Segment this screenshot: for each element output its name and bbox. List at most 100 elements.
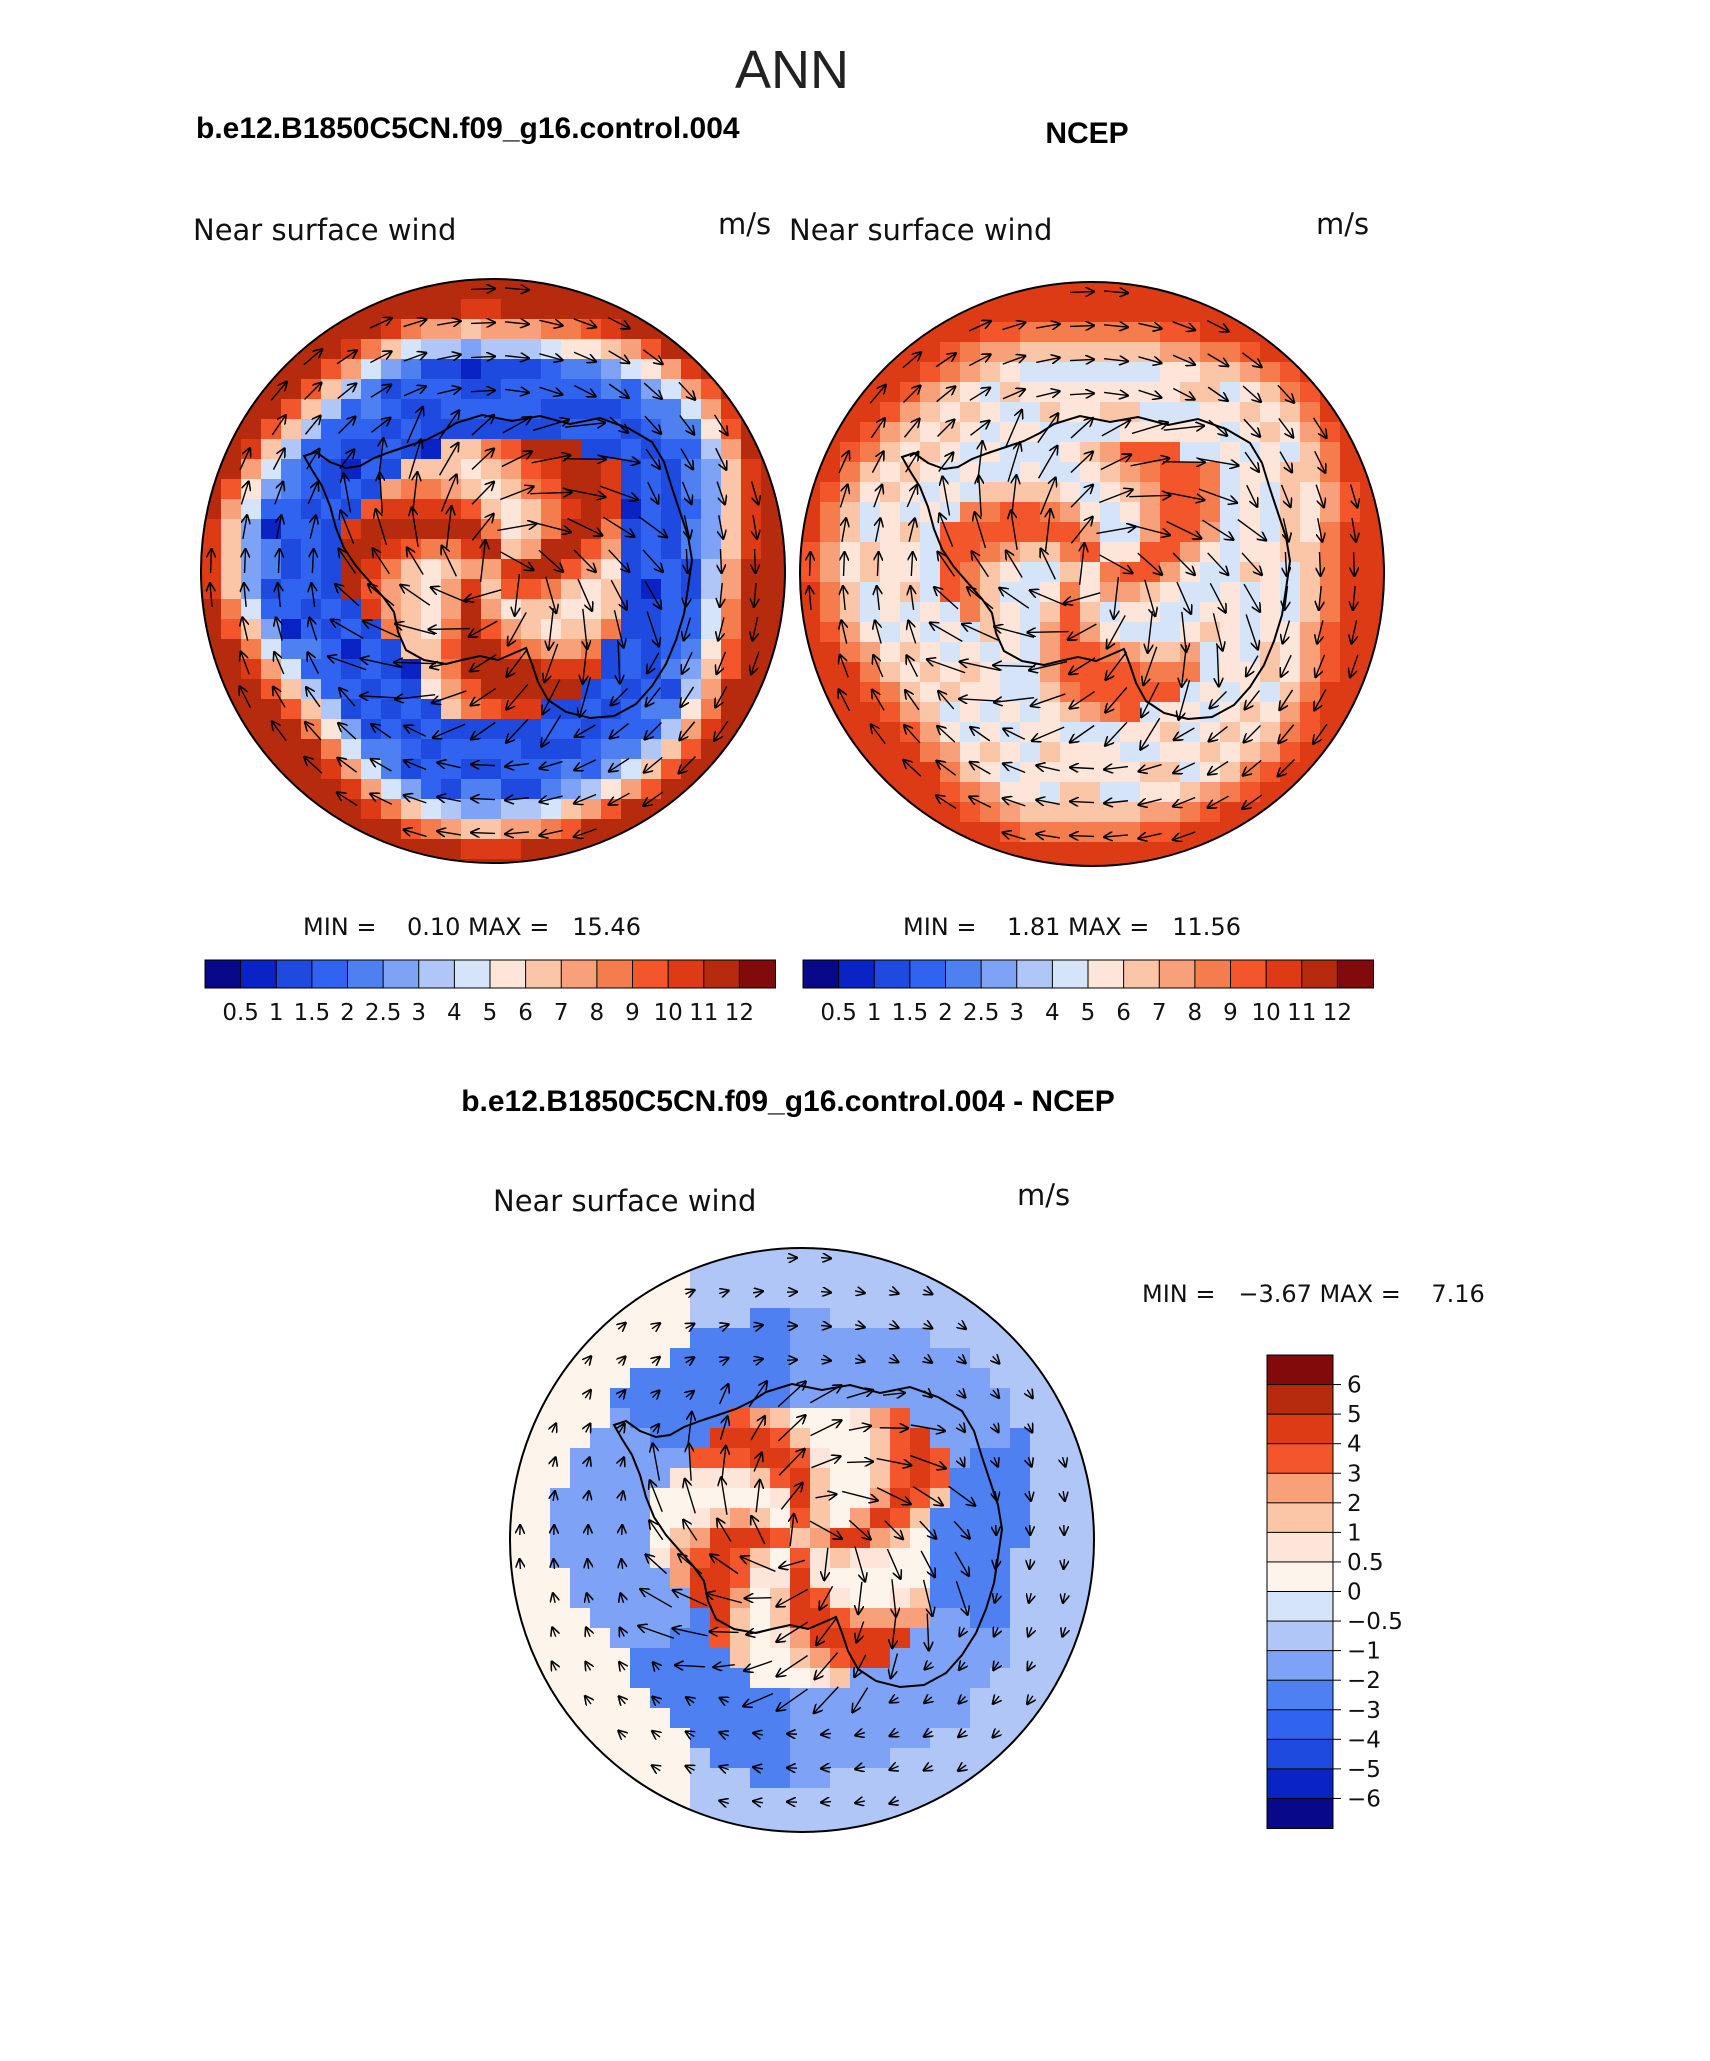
wind-vector (937, 726, 956, 743)
field-cell (950, 1548, 971, 1569)
field-cell (590, 1708, 611, 1729)
field-cell (630, 1728, 651, 1749)
field-cell (860, 442, 881, 463)
field-cell (661, 679, 682, 700)
field-cell (1120, 442, 1141, 463)
field-cell (601, 399, 622, 420)
wind-vector (542, 679, 561, 714)
wind-vector (820, 1292, 831, 1293)
field-cell (1200, 362, 1221, 383)
field-cell (770, 1588, 791, 1609)
field-cell (1320, 622, 1341, 643)
field-cell (910, 1748, 931, 1769)
field-cell (1120, 762, 1141, 783)
field-cell (810, 1528, 831, 1549)
wind-vector (1036, 765, 1060, 770)
field-cell (880, 362, 901, 383)
field-cell (960, 742, 981, 763)
wind-vector (924, 1697, 932, 1703)
wind-vector (278, 549, 279, 574)
field-cell (221, 519, 242, 540)
wind-vector (552, 1423, 556, 1432)
field-cell (1240, 662, 1261, 683)
field-cell (1280, 482, 1301, 503)
wind-vector (618, 642, 620, 683)
wind-vector (608, 383, 629, 398)
field-cell (830, 1688, 851, 1709)
panel-model-colorbar-box (347, 959, 385, 989)
wind-vector (719, 515, 724, 539)
field-cell (1280, 442, 1301, 463)
field-cell (1020, 522, 1041, 543)
field-cell (750, 1488, 771, 1509)
field-cell (1200, 802, 1221, 823)
field-cell (1000, 622, 1021, 643)
field-cell (1100, 542, 1121, 563)
field-cell (730, 1388, 751, 1409)
field-cell (1120, 842, 1141, 863)
panel-model-min-max: MIN = 0.10 MAX = 15.46 (303, 913, 641, 941)
field-cell (1360, 442, 1381, 463)
field-cell (630, 1368, 651, 1389)
field-cell (681, 359, 702, 380)
field-cell (730, 1688, 751, 1709)
wind-vector (994, 1457, 998, 1466)
wind-vector (848, 1519, 870, 1539)
field-cell (980, 362, 1001, 383)
field-cell (1030, 1348, 1051, 1369)
field-cell (550, 1528, 571, 1549)
field-cell (1160, 622, 1181, 643)
field-cell (610, 1568, 631, 1589)
field-cell (721, 579, 742, 600)
wind-vector (756, 1480, 760, 1513)
field-cell (710, 1748, 731, 1769)
field-cell (1100, 822, 1121, 843)
field-cell (421, 379, 442, 400)
field-cell (990, 1588, 1011, 1609)
field-cell (890, 1708, 911, 1729)
field-cell (570, 1708, 591, 1729)
wind-vector (437, 831, 461, 835)
field-cell (690, 1608, 711, 1629)
wind-vector (1173, 831, 1196, 840)
wind-vector (644, 415, 661, 434)
field-cell (750, 1468, 771, 1489)
field-cell (421, 799, 442, 820)
field-cell (1340, 642, 1361, 663)
field-cell (481, 839, 502, 860)
wind-vector (618, 1323, 626, 1329)
field-cell (601, 779, 622, 800)
field-cell (1240, 462, 1261, 483)
field-cell (521, 439, 542, 460)
panel-model-colorbar-box (204, 959, 242, 989)
field-cell (381, 479, 402, 500)
field-cell (940, 382, 961, 403)
wind-vector (821, 1802, 832, 1803)
field-cell (441, 759, 462, 780)
field-cell (621, 479, 642, 500)
field-cell (710, 1768, 731, 1789)
field-cell (701, 579, 722, 600)
field-cell (1060, 302, 1081, 323)
field-cell (880, 542, 901, 563)
field-cell (661, 739, 682, 760)
field-cell (510, 1568, 531, 1589)
field-cell (261, 559, 282, 580)
field-cell (1300, 762, 1321, 783)
wind-vector (1207, 795, 1229, 808)
field-cell (710, 1548, 731, 1569)
field-cell (381, 559, 402, 580)
field-cell (521, 379, 542, 400)
field-cell (241, 599, 262, 620)
wind-vector (1278, 417, 1293, 437)
wind-vector (311, 583, 314, 607)
field-cell (820, 722, 841, 743)
wind-vector (1141, 682, 1160, 717)
panel-diff-colorbar-tick-label: −4 (1347, 1727, 1381, 1753)
wind-vector (307, 482, 318, 505)
field-cell (730, 1268, 751, 1289)
field-cell (1260, 522, 1281, 543)
wind-vector (652, 1357, 660, 1363)
wind-vector (993, 1696, 999, 1704)
wind-vector (1069, 393, 1094, 394)
